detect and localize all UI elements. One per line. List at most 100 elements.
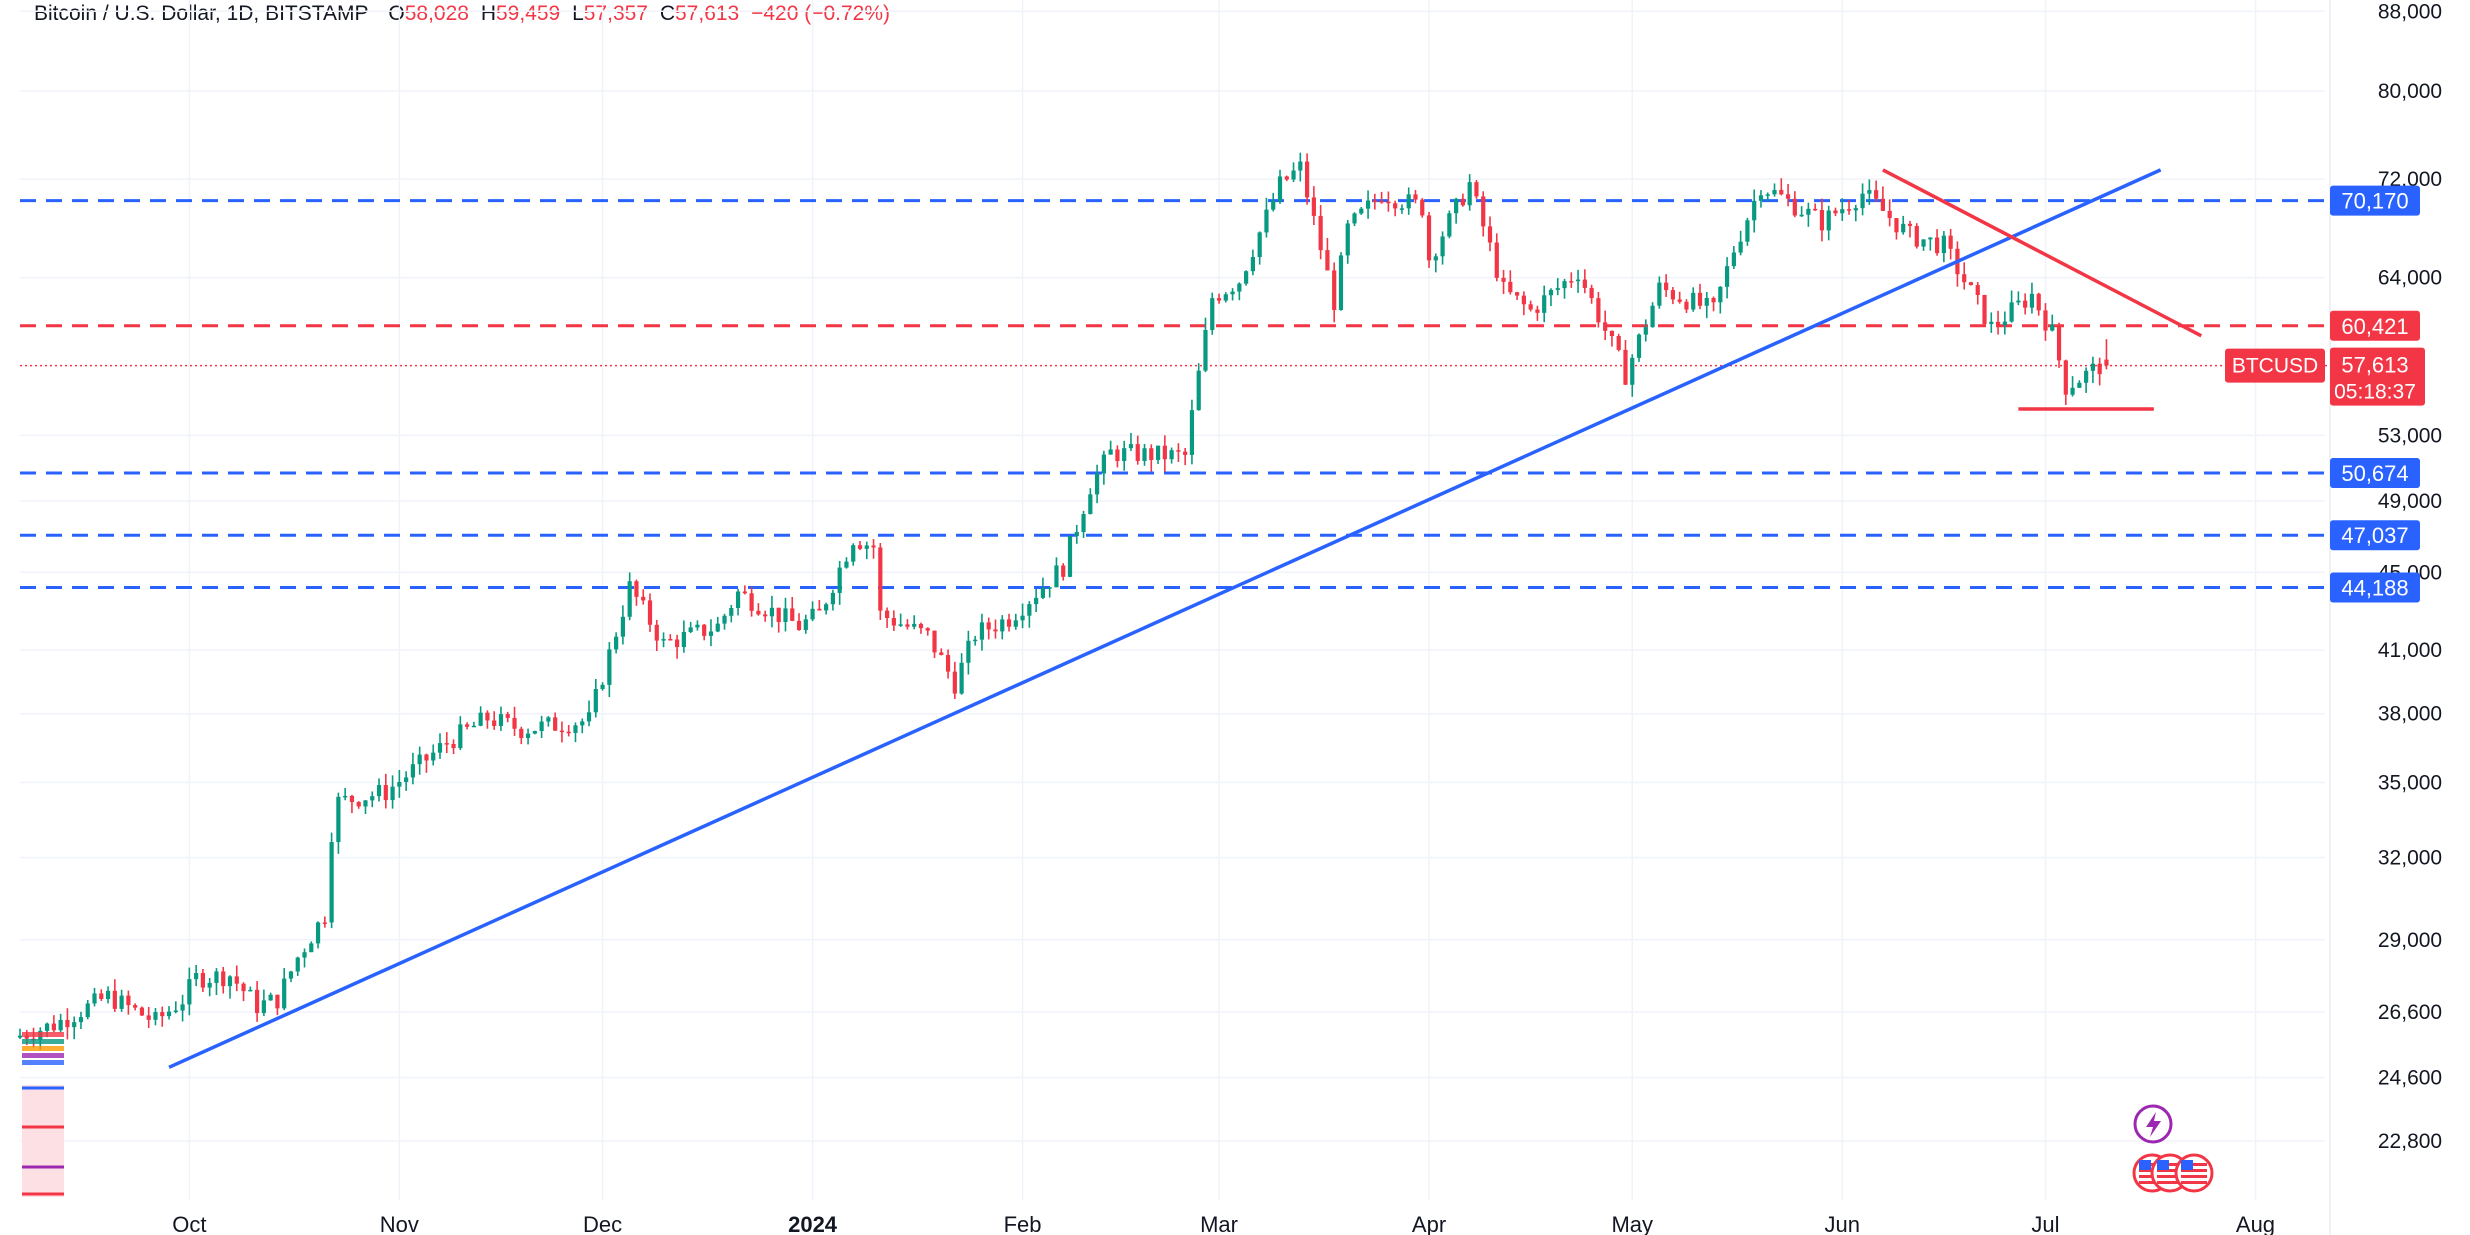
candle-body — [431, 752, 436, 761]
price-tick-label: 38,000 — [2378, 703, 2442, 726]
price-tick-label: 72,000 — [2378, 168, 2442, 191]
close-label: C — [659, 2, 675, 25]
candle-body — [735, 591, 741, 608]
candle-body — [1813, 208, 1818, 211]
candle-body — [424, 754, 429, 761]
drawing-stack-bar — [22, 1039, 64, 1044]
horizontal-levels[interactable] — [20, 199, 2330, 590]
candle-body — [1623, 349, 1628, 385]
open-label: O — [388, 2, 405, 25]
candle-body — [2029, 293, 2035, 308]
candle-body — [187, 979, 192, 1005]
candle-body — [1650, 305, 1655, 328]
candle-body — [647, 600, 653, 625]
candle-body — [2090, 363, 2096, 371]
candle-body — [580, 721, 585, 726]
candle-body — [268, 994, 273, 1001]
price-tick-label: 26,600 — [2378, 1001, 2442, 1024]
candle-body — [1216, 298, 1222, 301]
candle-body — [1420, 199, 1425, 216]
candle-body — [261, 1000, 266, 1014]
level-badge-label: 47,037 — [2341, 523, 2408, 548]
price-axis[interactable]: 88,00080,00072,00064,00053,00049,00045,0… — [2378, 0, 2442, 1153]
candle-body — [51, 1023, 56, 1031]
candle-body — [72, 1022, 77, 1028]
candle-body — [1846, 209, 1852, 211]
candle-body — [593, 688, 598, 713]
candle-body — [2084, 370, 2089, 383]
candle-body — [1630, 357, 1635, 385]
candle-body — [119, 995, 124, 1009]
candle-body — [1989, 321, 1994, 325]
candle-body — [505, 714, 510, 718]
bar-countdown: 05:18:37 — [2334, 381, 2416, 404]
candle-body — [1657, 282, 1662, 306]
candle-body — [1867, 190, 1872, 194]
candle-body — [492, 720, 497, 726]
trend-line[interactable] — [168, 168, 2162, 1069]
chart-widgets[interactable] — [22, 1032, 2214, 1197]
candle-body — [288, 971, 294, 979]
trend-lines[interactable] — [168, 168, 2203, 1069]
candle-body — [166, 1011, 172, 1017]
candle-body — [1088, 494, 1093, 515]
candle-body — [1379, 201, 1384, 203]
candle-body — [1000, 619, 1005, 632]
candle-body — [1921, 239, 1926, 247]
symbol-title[interactable]: Bitcoin / U.S. Dollar, 1D, BITSTAMP — [34, 2, 369, 25]
candle-body — [173, 1010, 178, 1013]
candle-body — [1901, 223, 1906, 233]
candle-body — [1907, 223, 1913, 226]
candle-body — [1142, 448, 1147, 461]
candle-body — [695, 624, 700, 628]
candle-body — [1569, 281, 1574, 283]
candle-body — [1589, 287, 1594, 299]
candle-body — [1616, 336, 1621, 350]
candle-body — [661, 638, 666, 641]
candle-body — [1880, 198, 1886, 211]
candle-body — [1155, 445, 1161, 460]
candle-body — [722, 615, 727, 624]
candle-body — [1697, 292, 1703, 306]
open-value: 58,028 — [404, 2, 469, 25]
candle-body — [1677, 299, 1682, 302]
lightning-event-icon[interactable] — [2133, 1104, 2173, 1144]
candle-body — [993, 629, 998, 632]
candle-body — [1603, 322, 1608, 331]
candle-body — [925, 628, 930, 631]
time-tick-label: Aug — [2236, 1212, 2275, 1235]
candle-body — [803, 619, 808, 631]
candle-body — [282, 978, 287, 1009]
candle-body — [1670, 290, 1676, 300]
us-flag-event-icon[interactable] — [2174, 1153, 2214, 1193]
candle-body — [884, 610, 890, 619]
candle-body — [1745, 220, 1750, 242]
candle-body — [1934, 237, 1940, 254]
candle-body — [1853, 208, 1858, 211]
candle-body — [1230, 291, 1235, 295]
drawing-stack-bar — [22, 1032, 64, 1037]
candle-body — [153, 1012, 158, 1020]
candle-body — [1738, 241, 1743, 253]
candle-body — [1596, 298, 1601, 323]
candle-body — [607, 649, 612, 685]
candle-body — [1264, 209, 1269, 233]
level-badge-label: 50,674 — [2341, 461, 2408, 486]
candle-body — [525, 733, 531, 738]
trend-line[interactable] — [1882, 168, 2203, 338]
candle-body — [85, 1003, 90, 1018]
candle-body — [796, 620, 802, 631]
candle-body — [1372, 200, 1377, 202]
candle-body — [1799, 214, 1804, 217]
candle-body — [702, 624, 707, 636]
candle-body — [2077, 382, 2082, 388]
candle-body — [1183, 451, 1188, 455]
time-axis[interactable]: Oct Nov Dec 2024 Feb Mar Apr May Jun Jul Aug — [172, 1212, 2275, 1235]
change-value: −420 (−0.72%) — [751, 2, 891, 25]
candle-body — [1752, 200, 1757, 221]
candle-body — [1582, 279, 1587, 288]
candles — [17, 152, 2109, 1050]
candle-body — [1094, 473, 1100, 495]
candle-body — [139, 1007, 145, 1016]
